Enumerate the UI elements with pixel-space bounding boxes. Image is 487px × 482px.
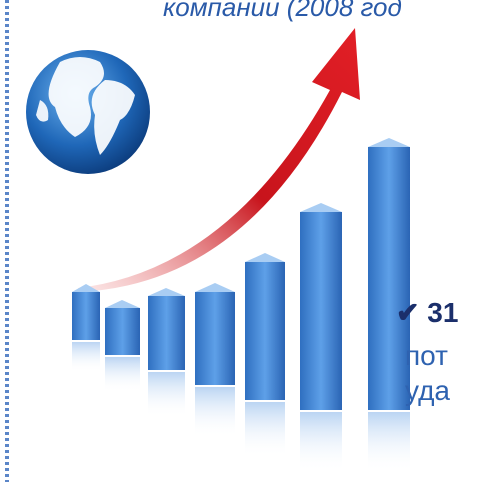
bullet: ✔ 31: [396, 296, 458, 329]
bullet-marker: ✔: [396, 297, 420, 328]
growth-arrow: [78, 28, 360, 292]
text-line: пот: [405, 340, 448, 371]
title-fragment: компании (2008 год: [163, 0, 402, 22]
globe: [26, 50, 150, 174]
text-line: уда: [405, 375, 450, 406]
bars: [72, 138, 410, 472]
bullet-text: 31: [427, 297, 459, 328]
